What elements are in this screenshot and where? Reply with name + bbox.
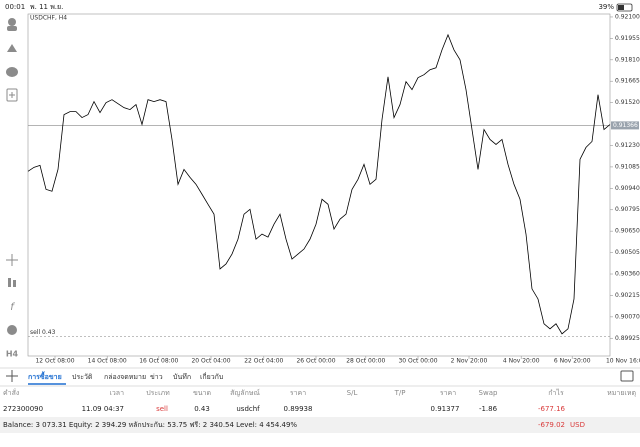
y-tick-label: 0.90070 [615, 313, 640, 320]
x-tick-label: 26 Oct 00:00 [296, 358, 335, 365]
tab[interactable]: เกี่ยวกับ [200, 372, 223, 381]
y-tick-label: 0.91085 [615, 163, 640, 170]
chart: 0.92100 0.91955 0.91810 0.91665 0.91520 0.912… [27, 13, 640, 365]
status-date: พ. 11 พ.ย. [30, 3, 63, 11]
add-button[interactable] [6, 370, 18, 382]
x-tick-label: 12 Oct 08:00 [35, 358, 74, 365]
x-tick-label: 16 Oct 08:00 [139, 358, 178, 365]
table-header: ราคา [290, 389, 306, 397]
trade-icon[interactable] [7, 44, 17, 52]
tab[interactable]: การซื้อขาย [28, 370, 62, 381]
y-tick-label: 0.91955 [615, 35, 640, 42]
price-line-series [27, 33, 611, 335]
footer-bar [0, 417, 640, 433]
tab-bar: การซื้อขาย ประวัติ กล่องจดหมาย ข่าว บันทึก เก… [28, 370, 223, 385]
x-tick-label: 30 Oct 00:00 [398, 358, 437, 365]
status-time: 00:01 [5, 3, 25, 11]
expand-button[interactable] [620, 370, 634, 382]
tab[interactable]: ประวัติ [72, 373, 93, 381]
y-tick-label: 0.90650 [615, 228, 640, 235]
order-time: 11.09 04:37 [82, 405, 124, 413]
tab[interactable]: บันทึก [173, 372, 191, 381]
chart-title: USDCHF, H4 [30, 15, 67, 22]
positions-table: คำสั่ง เวลา ประเภท ขนาด สัญลักษณ์ ราคา S… [3, 388, 636, 413]
table-header: เวลา [109, 389, 124, 397]
table-header: ราคา [440, 389, 456, 397]
indicators-icon[interactable]: f [10, 302, 15, 313]
y-tick-label: 0.91230 [615, 142, 640, 149]
y-tick-label: 0.92100 [615, 13, 640, 20]
price-label-box [611, 121, 639, 130]
table-header: สัญลักษณ์ [230, 389, 260, 397]
x-tick-label: 28 Oct 00:00 [346, 358, 385, 365]
chart-type-icon[interactable] [8, 278, 11, 287]
table-header: ประเภท [146, 389, 170, 397]
x-tick-label: 10 Nov 16:00 [606, 358, 640, 365]
table-header: T/P [394, 389, 406, 397]
battery-icon [616, 3, 633, 12]
y-tick-label: 0.91520 [615, 99, 640, 106]
order-type: sell [156, 405, 168, 413]
table-header: S/L [347, 389, 358, 397]
chat-icon[interactable] [6, 67, 18, 77]
swap: -1.86 [479, 405, 498, 413]
y-tick-label: 0.90360 [615, 271, 640, 278]
battery-level: 39% [598, 3, 614, 11]
table-header: ขนาด [193, 389, 211, 397]
account-summary: Balance: 3 073.31 Equity: 2 394.29 หลักป… [3, 421, 297, 429]
y-tick-label: 0.90795 [615, 206, 640, 213]
x-tick-label: 4 Nov 20:00 [503, 358, 540, 365]
y-tick-label: 0.91810 [615, 56, 640, 63]
order-volume: 0.43 [194, 405, 210, 413]
x-tick-label: 20 Oct 04:00 [191, 358, 230, 365]
table-header: คำสั่ง [3, 388, 19, 397]
current-price: 0.91377 [431, 405, 460, 413]
x-tick-label: 2 Nov 20:00 [451, 358, 488, 365]
y-tick-label: 0.90940 [615, 185, 640, 192]
table-header: หมายเหตุ [607, 389, 636, 397]
order-id[interactable]: 272300090 [3, 405, 43, 413]
table-header: Swap [479, 389, 498, 397]
timeframe-button[interactable]: H4 [6, 350, 19, 359]
profit: -677.16 [538, 405, 566, 413]
tab[interactable]: กล่องจดหมาย [104, 373, 146, 381]
chart-type-icon-bar [13, 280, 16, 287]
table-header: กำไร [548, 388, 564, 397]
y-tick-label: 0.90505 [615, 249, 640, 256]
price-label: 0.91366 [613, 122, 638, 129]
x-tick-label: 6 Nov 20:00 [554, 358, 591, 365]
total-profit: -679.02 [538, 421, 565, 429]
order-symbol: usdchf [236, 405, 260, 413]
crosshair-icon[interactable] [6, 254, 18, 266]
new-order-icon[interactable] [6, 88, 18, 102]
battery-fill [618, 5, 624, 10]
left-toolbar: f H4 [6, 18, 19, 359]
account-icon[interactable] [8, 18, 16, 26]
account-icon-body [7, 26, 17, 31]
y-tick-label: 0.90215 [615, 292, 640, 299]
open-price: 0.89938 [284, 405, 313, 413]
chart-frame [27, 13, 611, 357]
currency: USD [570, 421, 585, 429]
objects-icon[interactable] [7, 325, 17, 335]
x-tick-label: 14 Oct 08:00 [88, 358, 127, 365]
x-tick-label: 22 Oct 04:00 [244, 358, 283, 365]
tab[interactable]: ข่าว [150, 373, 163, 381]
y-tick-label: 0.91665 [615, 78, 640, 85]
y-tick-label: 0.89925 [615, 335, 640, 342]
plus-icon [9, 92, 15, 98]
order-line-label: sell 0.43 [30, 329, 56, 336]
